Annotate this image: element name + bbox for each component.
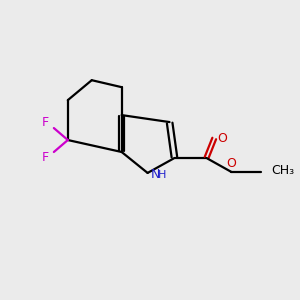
Text: N: N: [151, 168, 160, 182]
Text: F: F: [41, 152, 48, 164]
Text: F: F: [41, 116, 48, 129]
Text: O: O: [218, 131, 227, 145]
Text: O: O: [226, 158, 236, 170]
Text: H: H: [158, 170, 166, 180]
Text: CH₃: CH₃: [271, 164, 294, 177]
